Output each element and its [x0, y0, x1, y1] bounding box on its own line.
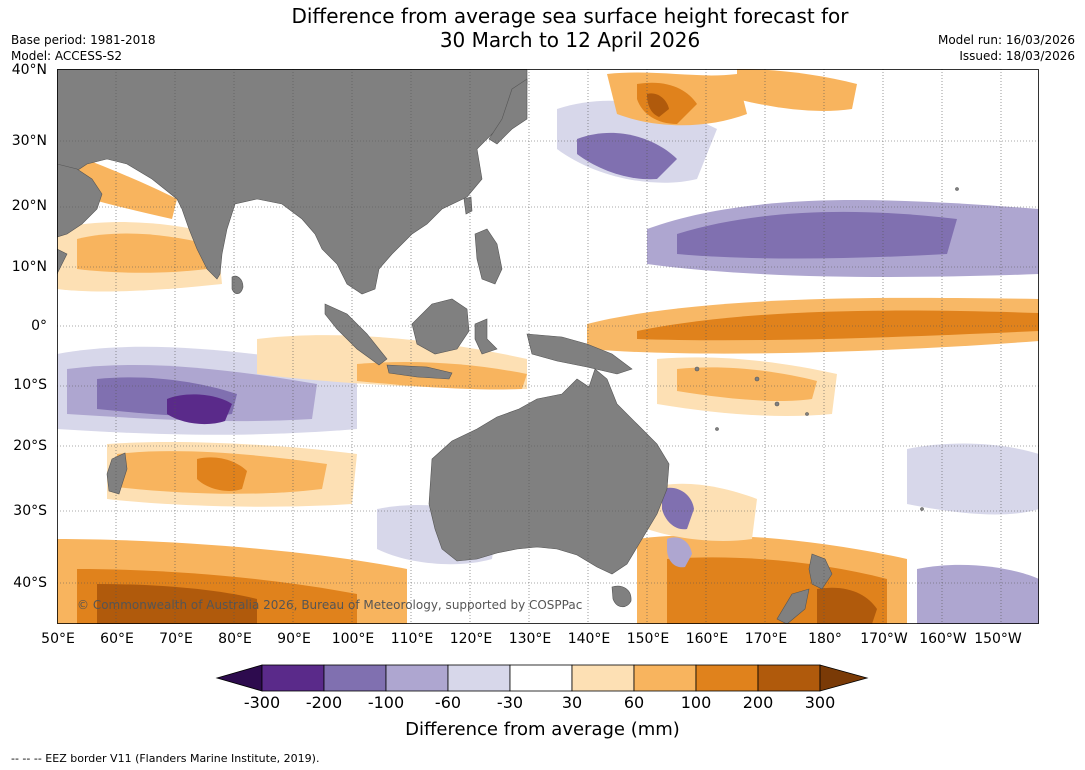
- title-line-1: Difference from average sea surface heig…: [291, 4, 849, 28]
- lon-label-170e: 170°E: [744, 631, 788, 647]
- colorbar-bin-7: [633, 664, 697, 692]
- map-frame: [57, 69, 1039, 624]
- lat-label-20n: 20°N: [11, 198, 47, 214]
- colorbar-tick-60: 60: [623, 693, 645, 712]
- base-info: Base period: 1981-2018 Model: ACCESS-S2: [11, 32, 156, 64]
- sea-level-map: © Commonwealth of Australia 2026, Bureau…: [57, 69, 1039, 624]
- lon-label-70e: 70°E: [159, 631, 193, 647]
- lon-label-110e: 110°E: [390, 631, 434, 647]
- lon-label-140e: 140°E: [567, 631, 611, 647]
- lon-label-180: 180°: [808, 631, 842, 647]
- lon-label-150e: 150°E: [626, 631, 670, 647]
- lon-label-90e: 90°E: [277, 631, 311, 647]
- model-run: Model run: 16/03/2026: [937, 33, 1075, 47]
- eez-footnote: -- -- -- EEZ border V11 (Flanders Marine…: [11, 752, 320, 765]
- colorbar-tick-minus100: -100: [367, 693, 405, 712]
- lat-label-40s: 40°S: [13, 575, 47, 591]
- gridlines: [57, 69, 1039, 624]
- colorbar-bin-2: [323, 664, 387, 692]
- colorbar-bin-6: [571, 664, 635, 692]
- lat-label-20s: 20°S: [13, 438, 47, 454]
- colorbar-bin-3: [385, 664, 449, 692]
- lon-label-120e: 120°E: [449, 631, 493, 647]
- colorbar-bin-9: [757, 664, 821, 692]
- colorbar-bin-8: [695, 664, 759, 692]
- colorbar-underflow-triangle: [215, 664, 263, 692]
- colorbar: [215, 664, 869, 692]
- base-period: Base period: 1981-2018: [11, 33, 156, 47]
- run-info: Model run: 16/03/2026 Issued: 18/03/2026: [938, 32, 1075, 64]
- colorbar-bin-1: [261, 664, 325, 692]
- colorbar-tick-300: 300: [804, 693, 836, 712]
- lon-label-60e: 60°E: [100, 631, 134, 647]
- lon-label-160w: 160°W: [919, 631, 967, 647]
- title-line-2: 30 March to 12 April 2026: [439, 28, 701, 52]
- lon-label-150w: 150°W: [974, 631, 1022, 647]
- lon-label-160e: 160°E: [685, 631, 729, 647]
- colorbar-tick-200: 200: [742, 693, 774, 712]
- chart-title: Difference from average sea surface heig…: [200, 4, 940, 52]
- copyright-notice: © Commonwealth of Australia 2026, Bureau…: [77, 598, 582, 612]
- lon-label-130e: 130°E: [508, 631, 552, 647]
- lat-label-10s: 10°S: [13, 377, 47, 393]
- lat-label-30s: 30°S: [13, 503, 47, 519]
- colorbar-tick-30: 30: [561, 693, 583, 712]
- land-layer: [57, 69, 959, 624]
- lon-label-80e: 80°E: [218, 631, 252, 647]
- lat-label-10n: 10°N: [11, 259, 47, 275]
- lat-label-equator: 0°: [31, 318, 47, 334]
- lat-label-40n: 40°N: [11, 62, 47, 78]
- colorbar-bin-5: [509, 664, 573, 692]
- lon-label-50e: 50°E: [41, 631, 75, 647]
- colorbar-overflow-triangle: [819, 664, 869, 692]
- colorbar-tick-minus30: -30: [496, 693, 524, 712]
- colorbar-bin-4: [447, 664, 511, 692]
- colorbar-tick-minus200: -200: [305, 693, 343, 712]
- lat-label-30n: 30°N: [11, 133, 47, 149]
- colorbar-tick-100: 100: [680, 693, 712, 712]
- colorbar-tick-minus60: -60: [434, 693, 462, 712]
- lon-label-100e: 100°E: [331, 631, 375, 647]
- issued-date: Issued: 18/03/2026: [959, 49, 1075, 63]
- colorbar-title: Difference from average (mm): [405, 719, 680, 740]
- model-name: Model: ACCESS-S2: [11, 49, 123, 63]
- lon-label-170w: 170°W: [860, 631, 908, 647]
- colorbar-tick-minus300: -300: [243, 693, 281, 712]
